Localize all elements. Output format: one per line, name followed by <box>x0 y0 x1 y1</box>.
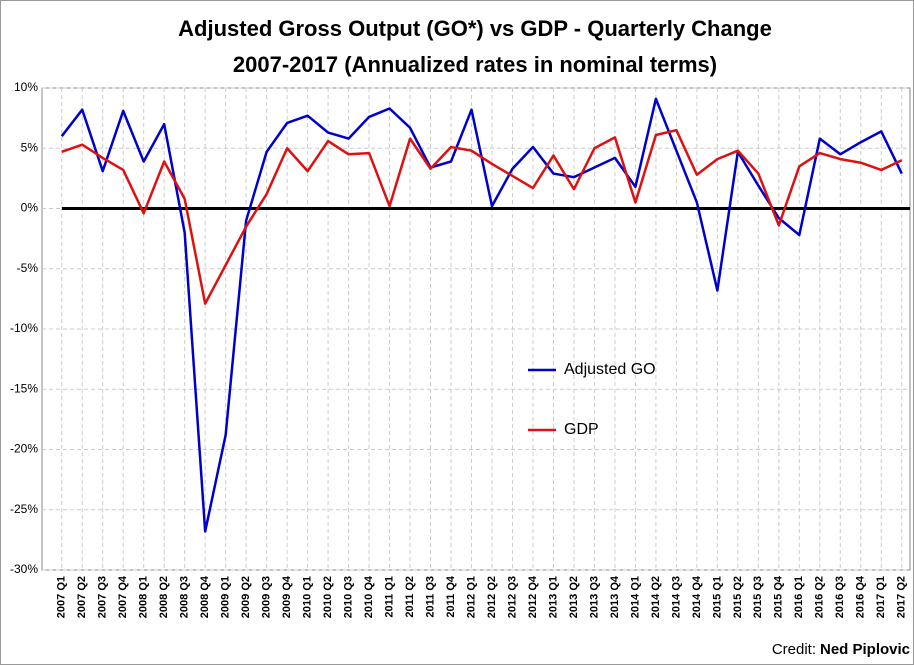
x-tick-label: 2016 Q1 <box>793 576 805 618</box>
x-tick-label: 2009 Q3 <box>261 576 273 618</box>
x-tick-label: 2008 Q4 <box>199 575 211 618</box>
x-tick-label: 2015 Q3 <box>752 576 764 618</box>
series-line <box>61 128 903 305</box>
x-tick-label: 2007 Q3 <box>97 576 109 618</box>
x-tick-label: 2016 Q3 <box>834 576 846 618</box>
y-tick-label: 0% <box>21 201 39 215</box>
x-tick-label: 2011 Q1 <box>383 576 395 618</box>
x-tick-label: 2009 Q2 <box>240 576 252 618</box>
x-tick-label: 2007 Q4 <box>117 575 129 618</box>
y-tick-label: -25% <box>10 502 38 516</box>
x-tick-label: 2008 Q2 <box>158 576 170 618</box>
x-tick-label: 2007 Q2 <box>76 576 88 618</box>
y-tick-label: -20% <box>10 442 38 456</box>
x-tick-label: 2013 Q2 <box>568 576 580 618</box>
x-tick-label: 2014 Q3 <box>670 576 682 618</box>
x-tick-label: 2009 Q1 <box>220 576 232 618</box>
legend-label: GDP <box>564 421 599 438</box>
x-tick-label: 2010 Q4 <box>363 575 375 618</box>
y-tick-label: -30% <box>10 562 38 576</box>
x-tick-label: 2007 Q1 <box>56 576 68 618</box>
x-tick-label: 2011 Q2 <box>404 576 416 618</box>
x-tick-label: 2013 Q3 <box>588 576 600 618</box>
y-tick-label: -15% <box>10 381 38 395</box>
x-tick-label: 2013 Q4 <box>609 575 621 618</box>
x-tick-label: 2015 Q4 <box>773 575 785 618</box>
chart-subtitle: 2007-2017 (Annualized rates in nominal t… <box>233 52 717 77</box>
legend-label: Adjusted GO <box>564 361 656 378</box>
x-tick-label: 2013 Q1 <box>547 576 559 618</box>
y-tick-label: -10% <box>10 321 38 335</box>
y-tick-label: -5% <box>17 261 39 275</box>
credit-label: Credit: <box>772 641 816 658</box>
x-tick-label: 2008 Q3 <box>179 576 191 618</box>
x-tick-label: 2012 Q4 <box>527 575 539 618</box>
credit-name: Ned Piplovic <box>820 641 910 658</box>
y-tick-label: 10% <box>14 80 38 94</box>
x-tick-label: 2011 Q4 <box>445 575 457 617</box>
chart-title: Adjusted Gross Output (GO*) vs GDP - Qua… <box>178 16 772 41</box>
x-tick-label: 2017 Q2 <box>896 576 908 618</box>
x-tick-label: 2014 Q4 <box>691 575 703 618</box>
x-tick-label: 2017 Q1 <box>875 576 887 618</box>
x-tick-label: 2015 Q1 <box>711 576 723 618</box>
x-tick-label: 2012 Q1 <box>465 576 477 618</box>
x-tick-label: 2009 Q4 <box>281 575 293 618</box>
x-tick-label: 2011 Q3 <box>424 576 436 618</box>
x-tick-label: 2014 Q2 <box>650 576 662 618</box>
x-tick-label: 2016 Q4 <box>855 575 867 618</box>
x-tick-label: 2012 Q3 <box>506 576 518 618</box>
x-tick-label: 2010 Q1 <box>302 576 314 618</box>
x-tick-label: 2016 Q2 <box>814 576 826 618</box>
x-tick-label: 2010 Q3 <box>342 576 354 618</box>
x-tick-label: 2012 Q2 <box>486 576 498 618</box>
x-tick-label: 2010 Q2 <box>322 576 334 618</box>
x-tick-label: 2015 Q2 <box>732 576 744 618</box>
x-tick-label: 2008 Q1 <box>138 576 150 618</box>
x-tick-label: 2014 Q1 <box>629 576 641 618</box>
y-tick-label: 5% <box>21 140 39 154</box>
